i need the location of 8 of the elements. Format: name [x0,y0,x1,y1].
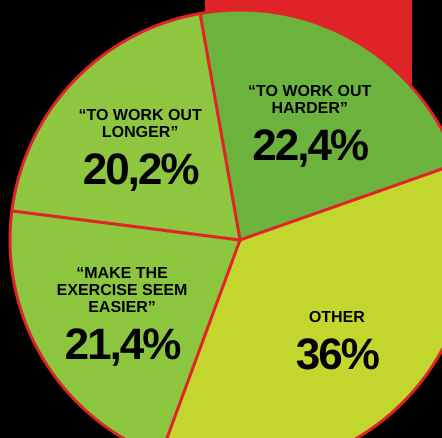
data-label: 22,4% [252,120,368,170]
slice-label: “MAKE THE EXERCISE SEEM EASIER” [56,265,188,316]
slice-label: “TO WORK OUT HARDER” [248,82,372,117]
data-label: 21,4% [64,320,180,370]
data-label: 20,2% [82,144,198,194]
slice-label: “TO WORK OUT LONGER” [78,106,202,141]
data-label: 36% [296,330,379,379]
slice-label: OTHER [308,308,366,326]
